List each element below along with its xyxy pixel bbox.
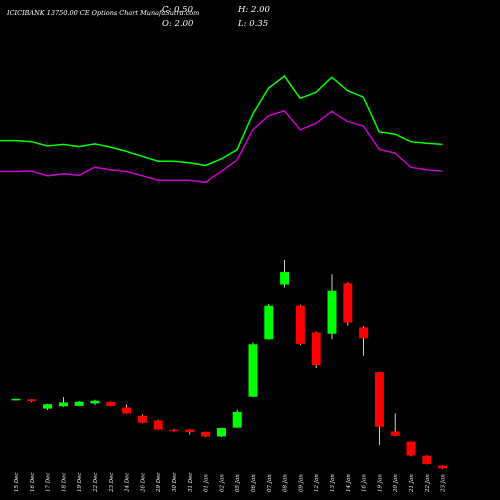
x-tick-label: 06 Jan [251,474,257,492]
x-axis: 15 Dec 16 Dec 17 Dec 18 Dec 19 Dec 22 Dec 23 D… [14,473,447,494]
x-tick-label: 13 Jan [330,474,336,492]
candle-29-dec [153,419,163,430]
candle-19-jan [374,371,384,445]
x-tick-label: 05 Jan [235,474,241,492]
candle-02-jan [216,427,226,438]
x-tick-label: 23 Dec [109,473,115,494]
candle-09-jan [295,304,305,346]
candle-26-dec [137,414,147,424]
x-tick-label: 17 Dec [46,473,52,493]
x-tick-label: 20 Jan [393,474,399,493]
x-tick-label: 24 Dec [125,473,131,494]
candle-08-jan [280,259,290,288]
x-tick-label: 30 Dec [172,473,178,493]
x-tick-label: 02 Jan [219,474,225,492]
x-tick-label: 08 Jan [283,474,289,492]
candle-18-dec [58,397,68,407]
upper-band-line [0,75,443,167]
x-tick-label: 23 Jan [441,474,447,493]
x-tick-label: 19 Dec [77,473,83,493]
x-tick-label: 21 Jan [409,474,415,493]
x-tick-label: 31 Dec [188,473,194,493]
candle-31-dec [185,428,195,435]
x-tick-label: 19 Jan [377,474,383,492]
lower-band-line [0,109,443,184]
x-tick-label: 18 Dec [61,473,67,493]
x-tick-label: 29 Dec [156,473,162,494]
high-value: H: 2.00 [238,5,270,15]
candle-06-jan [248,342,258,398]
candle-16-dec [27,399,37,403]
x-tick-label: 09 Jan [298,474,304,492]
x-tick-label: 07 Jan [267,474,273,492]
candle-22-dec [90,399,100,405]
x-tick-label: 22 Jan [425,474,431,493]
x-tick-label: 15 Dec [14,473,20,493]
candle-13-jan [327,274,337,340]
x-tick-label: 16 Jan [362,474,368,492]
candle-17-dec [43,403,53,410]
x-tick-label: 16 Dec [30,473,36,493]
candle-15-dec [11,398,21,401]
candle-05-jan [232,409,242,429]
x-tick-label: 01 Jan [204,474,210,492]
low-value: L: 0.35 [238,19,269,29]
x-tick-label: 14 Jan [346,474,352,492]
candles [11,259,448,469]
candle-14-jan [343,282,353,326]
candle-23-jan [438,465,448,469]
candle-12-jan [311,331,321,369]
candle-16-jan [359,326,369,356]
open-value: O: 2.00 [162,19,194,29]
candle-19-dec [74,400,84,407]
x-tick-label: 26 Dec [140,473,146,494]
candle-24-dec [122,404,132,414]
candle-23-dec [106,401,116,407]
candle-21-jan [406,441,416,457]
candle-20-jan [390,413,400,437]
candle-22-jan [422,455,432,465]
band-lines [0,75,443,184]
candle-07-jan [264,303,274,340]
chart-title: ICICIBANK 13750.00 CE Options Chart Muna… [7,9,200,17]
x-tick-label: 22 Dec [93,473,99,494]
candle-30-dec [169,428,179,432]
candle-01-jan [201,431,211,438]
close-value: C: 0.50 [162,5,193,15]
x-tick-label: 12 Jan [314,474,320,492]
